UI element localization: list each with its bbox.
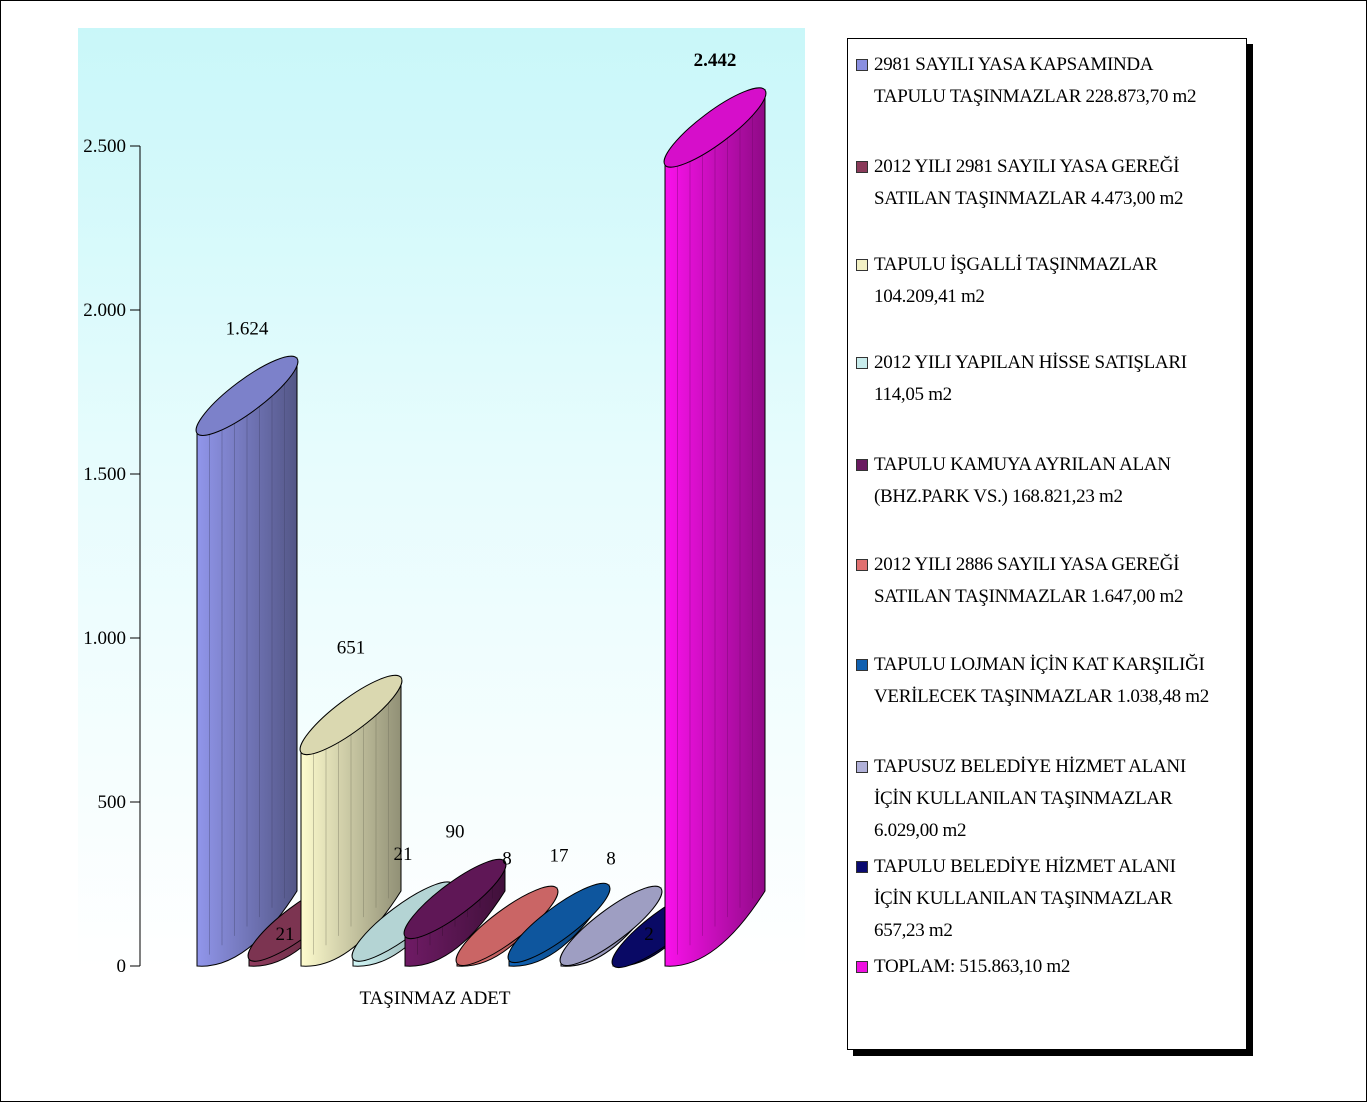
bar-top: [663, 87, 767, 168]
y-tick-label: 0: [117, 956, 127, 977]
legend-label: 2012 YILI 2981 SAYILI YASA GEREĞİ SATILA…: [874, 156, 1184, 209]
bar-top: [559, 885, 663, 967]
bar-1: [195, 355, 299, 967]
bar-top: [403, 858, 507, 940]
bar-top: [299, 674, 403, 756]
legend-item: 2012 YILI YAPILAN HİSSE SATIŞLARI 114,05…: [856, 347, 1244, 411]
data-label: 1.624: [226, 318, 269, 339]
legend-swatch: [856, 761, 868, 773]
bar-5: [403, 858, 507, 967]
legend-swatch: [856, 357, 868, 369]
y-tick-label: 1.000: [83, 628, 126, 649]
data-label: 8: [502, 848, 512, 869]
legend-label: TOPLAM: 515.863,10 m2: [874, 956, 1071, 977]
bar-3: [299, 674, 403, 967]
x-axis-label: TAŞINMAZ ADET: [359, 988, 511, 1009]
data-label: 2.442: [694, 50, 737, 71]
legend-item: TAPULU BELEDİYE HİZMET ALANI İÇİN KULLAN…: [856, 851, 1244, 947]
legend-item: TAPULU KAMUYA AYRILAN ALAN (BHZ.PARK VS.…: [856, 449, 1244, 513]
legend-swatch: [856, 259, 868, 271]
legend-label: TAPUSUZ BELEDİYE HİZMET ALANI İÇİN KULLA…: [874, 756, 1186, 841]
y-tick-label: 500: [98, 792, 127, 813]
legend-swatch: [856, 59, 868, 71]
legend-label: TAPULU İŞGALLİ TAŞINMAZLAR 104.209,41 m2: [874, 254, 1158, 307]
legend-label: 2012 YILI 2886 SAYILI YASA GEREĞİ SATILA…: [874, 554, 1184, 607]
legend-item: TAPUSUZ BELEDİYE HİZMET ALANI İÇİN KULLA…: [856, 751, 1244, 847]
bar-top: [507, 882, 611, 964]
legend-swatch: [856, 861, 868, 873]
legend-item: TOPLAM: 515.863,10 m2: [856, 951, 1244, 983]
bar-top: [195, 355, 299, 436]
legend-item: 2012 YILI 2981 SAYILI YASA GEREĞİ SATILA…: [856, 151, 1244, 215]
legend: 2981 SAYILI YASA KAPSAMINDA TAPULU TAŞIN…: [847, 38, 1247, 1050]
legend-swatch: [856, 961, 868, 973]
legend-swatch: [856, 459, 868, 471]
data-label: 90: [446, 821, 465, 842]
y-tick-label: 2.500: [83, 136, 126, 157]
data-label: 21: [276, 924, 295, 945]
bar-7: [507, 882, 611, 967]
legend-label: 2012 YILI YAPILAN HİSSE SATIŞLARI 114,05…: [874, 352, 1187, 405]
bar-8: [559, 885, 663, 967]
bar-6: [455, 885, 559, 967]
legend-item: 2012 YILI 2886 SAYILI YASA GEREĞİ SATILA…: [856, 549, 1244, 613]
legend-swatch: [856, 659, 868, 671]
y-tick-label: 2.000: [83, 300, 126, 321]
legend-label: TAPULU KAMUYA AYRILAN ALAN (BHZ.PARK VS.…: [874, 454, 1171, 507]
data-label: 17: [550, 845, 569, 866]
legend-item: 2981 SAYILI YASA KAPSAMINDA TAPULU TAŞIN…: [856, 49, 1244, 113]
legend-item: TAPULU LOJMAN İÇİN KAT KARŞILIĞI VERİLEC…: [856, 649, 1244, 713]
bar-10: [663, 87, 767, 967]
legend-label: TAPULU LOJMAN İÇİN KAT KARŞILIĞI VERİLEC…: [874, 654, 1209, 707]
data-label: 21: [394, 844, 413, 865]
legend-label: 2981 SAYILI YASA KAPSAMINDA TAPULU TAŞIN…: [874, 54, 1197, 107]
data-label: 8: [606, 848, 616, 869]
legend-item: TAPULU İŞGALLİ TAŞINMAZLAR 104.209,41 m2: [856, 249, 1244, 313]
y-tick-label: 1.500: [83, 464, 126, 485]
legend-swatch: [856, 161, 868, 173]
bar-top: [455, 885, 559, 967]
legend-swatch: [856, 559, 868, 571]
legend-label: TAPULU BELEDİYE HİZMET ALANI İÇİN KULLAN…: [874, 856, 1176, 941]
data-label: 2: [644, 924, 654, 945]
data-label: 651: [337, 637, 366, 658]
